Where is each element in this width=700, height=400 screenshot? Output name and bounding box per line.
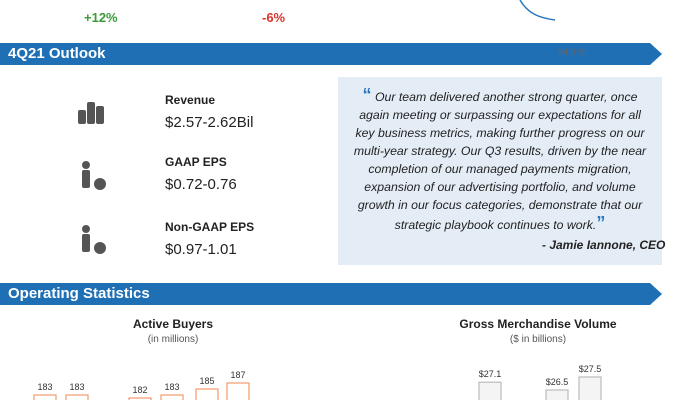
section-title: Operating Statistics	[8, 285, 150, 302]
bar	[195, 388, 219, 400]
bar	[33, 394, 57, 400]
item-value: $0.72-0.76	[165, 176, 237, 193]
value-label: 187	[230, 370, 245, 380]
trend-curve	[519, 0, 556, 21]
bar	[65, 394, 89, 400]
item-label: Non-GAAP EPS	[165, 220, 255, 234]
section-title: 4Q21 Outlook	[8, 45, 106, 62]
attribution: - Jamie Iannone, CEO	[542, 238, 666, 252]
value-label: 183	[37, 382, 52, 392]
change-value: -6%	[262, 10, 286, 25]
section-banner	[0, 43, 662, 65]
bar	[578, 376, 602, 400]
person-dollar-icon	[82, 225, 106, 254]
quote: “ Our team delivered another strong quar…	[350, 86, 650, 234]
value-label: $27.5	[579, 364, 602, 374]
value-label: 183	[164, 382, 179, 392]
value-label: $27.1	[479, 369, 502, 379]
bar	[226, 382, 250, 400]
change-value: +12%	[84, 10, 118, 25]
quote-box	[338, 77, 662, 265]
metric-value: 94.0 %	[558, 47, 587, 57]
chart-subtitle: ($ in billions)	[510, 334, 566, 345]
section-banner	[0, 283, 662, 305]
item-label: GAAP EPS	[165, 155, 227, 169]
item-value: $2.57-2.62Bil	[165, 114, 254, 131]
chart-title: Active Buyers	[133, 317, 213, 331]
coins-icon	[78, 102, 104, 124]
chart-subtitle: (in millions)	[148, 334, 199, 345]
item-value: $0.97-1.01	[165, 241, 237, 258]
bar	[545, 389, 569, 400]
quote-mark: “	[362, 85, 372, 105]
value-label: 182	[132, 385, 147, 395]
quote-mark: ”	[596, 213, 606, 233]
bar	[478, 381, 502, 400]
value-label: $26.5	[546, 377, 569, 387]
chart-title: Gross Merchandise Volume	[459, 317, 616, 331]
bar	[160, 394, 184, 400]
quote-text: Our team delivered another strong quarte…	[353, 90, 647, 232]
value-label: 183	[69, 382, 84, 392]
bar	[128, 397, 152, 400]
value-label: 185	[199, 376, 214, 386]
item-label: Revenue	[165, 93, 216, 107]
person-dollar-icon	[82, 161, 106, 190]
